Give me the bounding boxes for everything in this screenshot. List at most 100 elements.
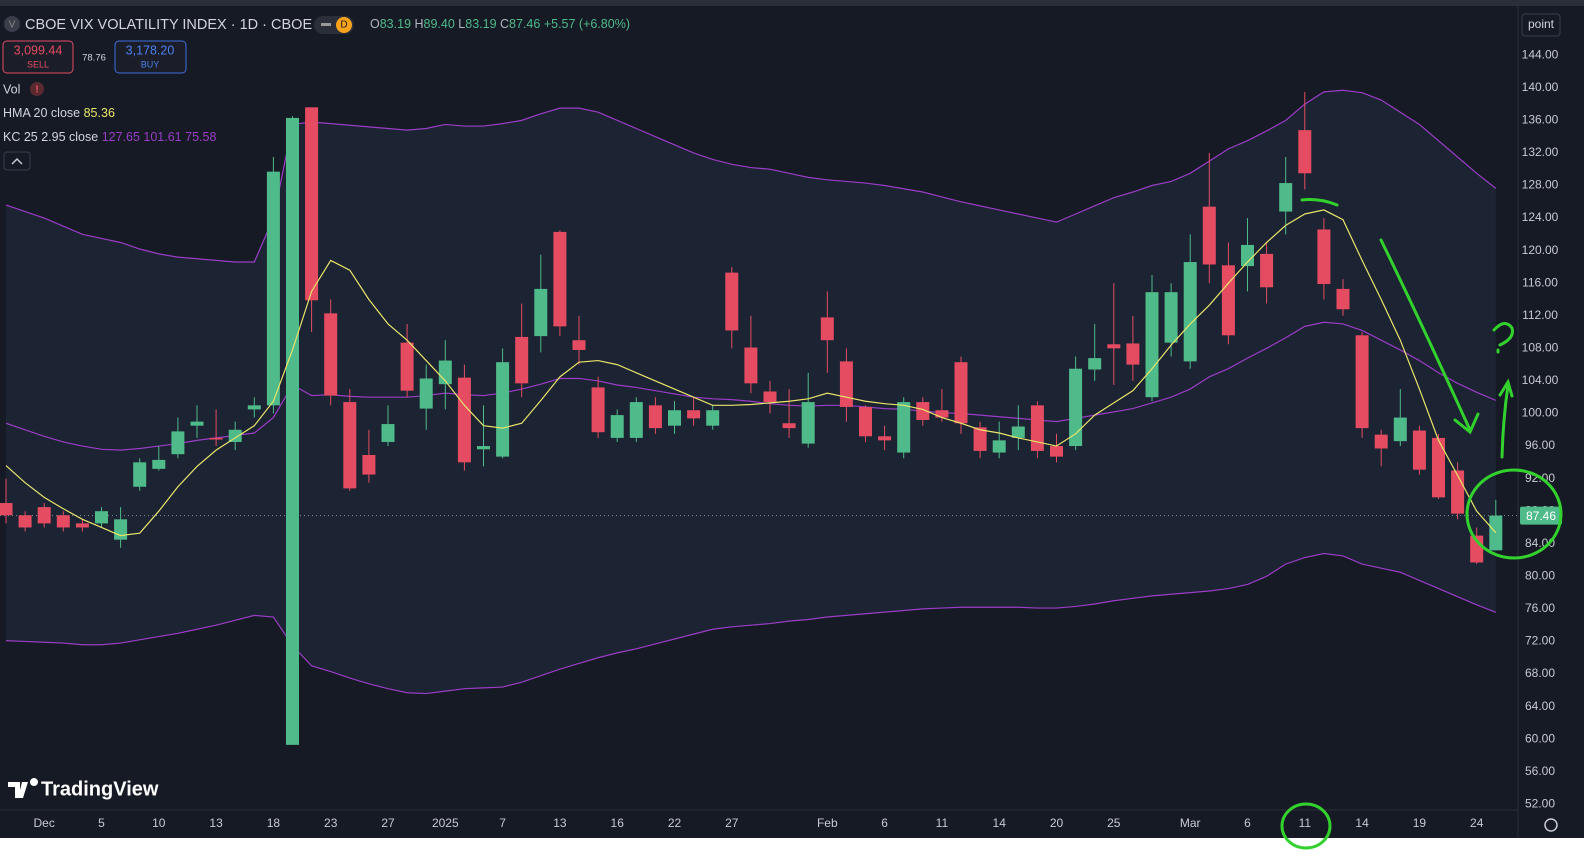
kc-middle xyxy=(5,321,1497,451)
candle-body xyxy=(305,107,319,301)
volume-label: Vol xyxy=(3,82,20,96)
candle-body xyxy=(266,171,280,406)
kc-legend: KC 25 2.95 close 127.65 101.61 75.58 xyxy=(3,130,216,144)
candle-body xyxy=(1355,335,1369,429)
candle-body xyxy=(839,361,853,407)
hma-value: 85.36 xyxy=(84,106,115,120)
x-tick-label: 23 xyxy=(324,816,338,830)
y-tick-label: 108.00 xyxy=(1522,341,1559,355)
x-tick-label: 20 xyxy=(1050,816,1064,830)
candle-body xyxy=(992,440,1006,453)
x-tick-label: Dec xyxy=(34,816,55,830)
plot xyxy=(0,89,1518,745)
x-tick-label: 7 xyxy=(499,816,506,830)
x-tick-label: 24 xyxy=(1470,816,1484,830)
y-tick-label: 112.00 xyxy=(1522,308,1558,322)
hma-name: HMA 20 close xyxy=(3,106,80,120)
candle-body xyxy=(801,402,815,444)
y-tick-label: 76.00 xyxy=(1525,601,1555,615)
logo-letter: V xyxy=(9,20,16,31)
candle-body xyxy=(1260,253,1274,288)
ohlc-prefix: O xyxy=(370,17,380,31)
x-tick-label: 14 xyxy=(993,816,1007,830)
buy-button[interactable] xyxy=(114,40,187,74)
candle-body xyxy=(37,507,51,524)
candle-body xyxy=(286,117,299,745)
x-tick-label: 2025 xyxy=(432,816,459,830)
candle-body xyxy=(706,410,720,426)
ohlc-value: 89.40 xyxy=(424,17,455,31)
ohlc-legend: O83.19 H89.40 L83.19 C87.46 +5.57 (+6.80… xyxy=(370,17,630,31)
candle-body xyxy=(190,421,204,426)
candle-body xyxy=(1298,130,1312,174)
y-tick-label: 100.00 xyxy=(1522,406,1559,420)
annotation-circle xyxy=(1465,468,1563,560)
buy-price: 3,178.20 xyxy=(126,43,175,57)
annotation-arrow-down xyxy=(1379,238,1472,432)
kc-value: 101.61 xyxy=(143,130,181,144)
annotation-arrow-up xyxy=(1498,378,1514,459)
settings-icon[interactable] xyxy=(1544,818,1558,832)
candle-body xyxy=(1279,183,1293,212)
hma-legend: HMA 20 close 85.36 xyxy=(3,106,115,120)
candle-body xyxy=(362,455,376,475)
candle-body xyxy=(935,410,949,418)
y-tick-label: 132.00 xyxy=(1522,145,1559,159)
candle-body xyxy=(75,523,89,528)
candle-body xyxy=(419,378,433,409)
ohlc-prefix: H xyxy=(415,17,424,31)
x-tick-label: 13 xyxy=(209,816,223,830)
candle-body xyxy=(954,362,968,424)
candle-body xyxy=(687,410,701,419)
y-tick-label: 80.00 xyxy=(1525,568,1555,582)
symbol-logo xyxy=(4,16,20,32)
candle-body xyxy=(668,410,681,426)
candle-body xyxy=(95,511,108,524)
x-tick-label: 10 xyxy=(152,816,166,830)
x-tick-label: 5 xyxy=(98,816,105,830)
candle-body xyxy=(1432,437,1445,498)
candle-body xyxy=(56,515,70,528)
sell-label: SELL xyxy=(27,59,49,69)
scale-button[interactable] xyxy=(1521,13,1561,37)
hma-line xyxy=(5,209,1497,537)
collapse-button[interactable] xyxy=(3,151,31,171)
x-tick-label: 22 xyxy=(668,816,682,830)
candle-body xyxy=(114,519,128,540)
candle-body xyxy=(400,342,414,391)
ohlc-change: +5.57 (+6.80%) xyxy=(544,17,630,31)
x-tick-label: 11 xyxy=(936,816,949,830)
y-tick-label: 72.00 xyxy=(1525,634,1555,648)
candle-body xyxy=(1374,434,1388,449)
kc-name: KC 25 2.95 close xyxy=(3,130,98,144)
y-tick-label: 140.00 xyxy=(1522,80,1559,94)
candle-body xyxy=(1221,265,1235,336)
candle-body xyxy=(1412,430,1426,470)
annotation-arrowhead xyxy=(1453,412,1480,435)
symbol-title: CBOE VIX VOLATILITY INDEX · 1D · CBOE xyxy=(25,17,312,33)
candle-body xyxy=(1164,292,1178,343)
annotation-question xyxy=(1492,322,1514,354)
candle-body xyxy=(515,336,529,384)
x-tick-label: Mar xyxy=(1180,816,1201,830)
candle-body xyxy=(457,377,471,463)
badge xyxy=(336,17,352,33)
badge-letter: D xyxy=(340,20,347,31)
x-tick-label: 27 xyxy=(381,816,395,830)
collapse-icon xyxy=(11,157,23,165)
candle-body xyxy=(133,462,147,487)
ohlc-value: 83.19 xyxy=(380,17,411,31)
sell-button[interactable] xyxy=(2,40,74,74)
x-tick-label: 13 xyxy=(553,816,567,830)
x-tick-label: 6 xyxy=(881,816,888,830)
candle-body xyxy=(1202,206,1216,265)
x-tick-label: 18 xyxy=(267,816,281,830)
x-tick-label: Feb xyxy=(817,816,838,830)
y-tick-label: 56.00 xyxy=(1525,764,1555,778)
ohlc-prefix: C xyxy=(500,17,509,31)
candle-body xyxy=(1393,417,1407,442)
candle-body xyxy=(171,431,185,455)
warning-icon[interactable] xyxy=(30,82,44,96)
candle-body xyxy=(1088,358,1102,370)
y-tick-label: 144.00 xyxy=(1522,47,1559,61)
